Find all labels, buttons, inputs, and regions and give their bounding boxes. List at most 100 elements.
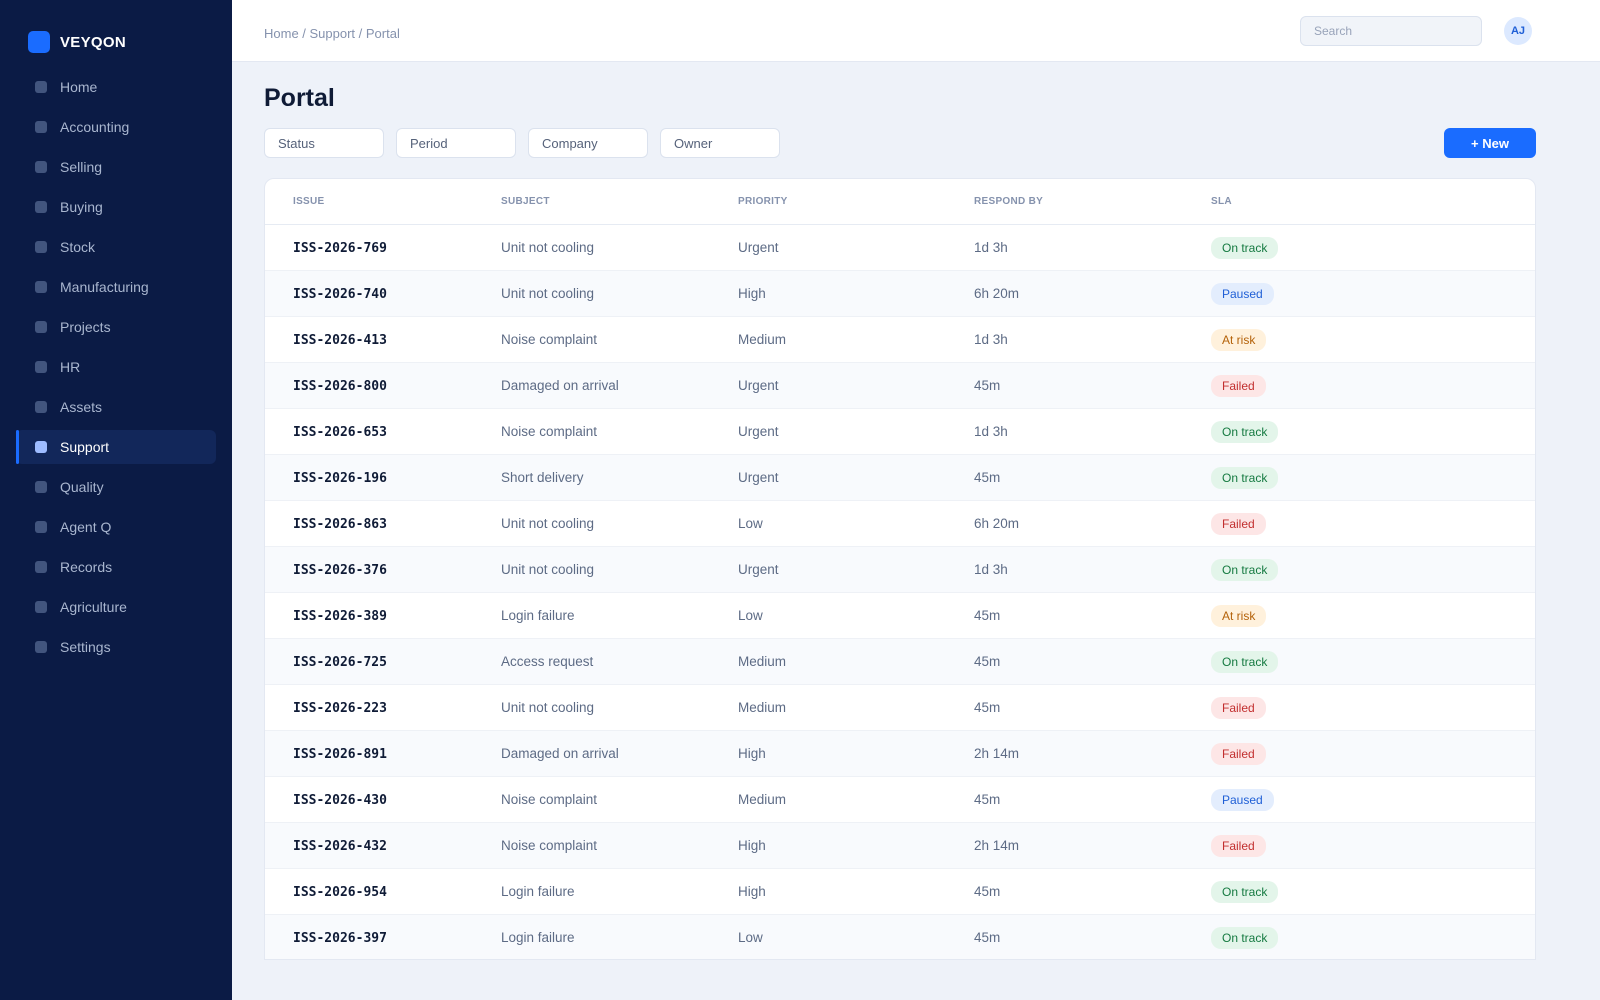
- sidebar-item-manufacturing[interactable]: Manufacturing: [16, 270, 216, 304]
- issue-id[interactable]: ISS-2026-413: [293, 332, 387, 348]
- table-row[interactable]: ISS-2026-397 Login failure Low 45m On track: [265, 915, 1535, 959]
- sidebar-item-label: Records: [60, 559, 113, 575]
- issue-id[interactable]: ISS-2026-196: [293, 470, 387, 486]
- brand[interactable]: VEYQON: [28, 31, 126, 53]
- table-row[interactable]: ISS-2026-223 Unit not cooling Medium 45m Fai…: [265, 685, 1535, 731]
- sidebar-item-selling[interactable]: Selling: [16, 150, 216, 184]
- issue-id[interactable]: ISS-2026-223: [293, 700, 387, 716]
- table-row[interactable]: ISS-2026-389 Login failure Low 45m At risk: [265, 593, 1535, 639]
- nav-bullet-icon: [35, 441, 47, 453]
- sidebar: VEYQON Home Accounting Selling Buying Stock M…: [0, 0, 232, 1000]
- filter-company[interactable]: Company: [528, 128, 648, 158]
- issue-id[interactable]: ISS-2026-863: [293, 516, 387, 532]
- status-badge: Failed: [1211, 512, 1266, 535]
- nav-bullet-icon: [35, 481, 47, 493]
- respond-by-cell: 6h 20m: [974, 286, 1020, 301]
- status-badge: On track: [1211, 926, 1279, 949]
- respond-by-cell: 45m: [974, 792, 1001, 807]
- table-row[interactable]: ISS-2026-740 Unit not cooling High 6h 20m Pa…: [265, 271, 1535, 317]
- sidebar-item-label: Accounting: [60, 119, 130, 135]
- status-badge: Failed: [1211, 374, 1266, 397]
- subject-cell: Login failure: [501, 884, 575, 899]
- issue-id[interactable]: ISS-2026-954: [293, 884, 387, 900]
- table-row[interactable]: ISS-2026-432 Noise complaint High 2h 14m Fai…: [265, 823, 1535, 869]
- issue-id[interactable]: ISS-2026-769: [293, 240, 387, 256]
- table-row[interactable]: ISS-2026-376 Unit not cooling Urgent 1d 3h O…: [265, 547, 1535, 593]
- issue-id[interactable]: ISS-2026-800: [293, 378, 387, 394]
- sla-cell: On track: [1211, 558, 1411, 581]
- issue-id[interactable]: ISS-2026-891: [293, 746, 387, 762]
- table-row[interactable]: ISS-2026-769 Unit not cooling Urgent 1d 3h O…: [265, 225, 1535, 271]
- issue-id[interactable]: ISS-2026-725: [293, 654, 387, 670]
- issue-cell: ISS-2026-432: [265, 837, 501, 855]
- avatar[interactable]: AJ: [1504, 17, 1532, 45]
- sidebar-item-stock[interactable]: Stock: [16, 230, 216, 264]
- priority-cell: High: [738, 884, 766, 899]
- sidebar-item-buying[interactable]: Buying: [16, 190, 216, 224]
- issue-id[interactable]: ISS-2026-389: [293, 608, 387, 624]
- table-row[interactable]: ISS-2026-725 Access request Medium 45m On tr…: [265, 639, 1535, 685]
- status-badge: Failed: [1211, 834, 1266, 857]
- subject-cell: Login failure: [501, 930, 575, 945]
- column-header-subject[interactable]: SUBJECT: [501, 196, 550, 207]
- table-header: ISSUE SUBJECT PRIORITY RESPOND BY SLA: [265, 179, 1535, 225]
- issue-id[interactable]: ISS-2026-376: [293, 562, 387, 578]
- sidebar-item-hr[interactable]: HR: [16, 350, 216, 384]
- new-button[interactable]: + New: [1444, 128, 1536, 158]
- sidebar-item-projects[interactable]: Projects: [16, 310, 216, 344]
- issue-id[interactable]: ISS-2026-430: [293, 792, 387, 808]
- table-row[interactable]: ISS-2026-430 Noise complaint Medium 45m Paus…: [265, 777, 1535, 823]
- column-header-sla[interactable]: SLA: [1211, 196, 1232, 207]
- issue-id[interactable]: ISS-2026-653: [293, 424, 387, 440]
- status-badge: On track: [1211, 236, 1279, 259]
- priority-cell: Medium: [738, 700, 787, 715]
- respond-by-cell: 45m: [974, 654, 1001, 669]
- table-row[interactable]: ISS-2026-800 Damaged on arrival Urgent 45m F…: [265, 363, 1535, 409]
- sidebar-item-home[interactable]: Home: [16, 70, 216, 104]
- breadcrumb: Home / Support / Portal: [264, 26, 400, 41]
- page-title: Portal: [264, 84, 335, 112]
- nav-bullet-icon: [35, 641, 47, 653]
- table-row[interactable]: ISS-2026-413 Noise complaint Medium 1d 3h At…: [265, 317, 1535, 363]
- issue-cell: ISS-2026-954: [265, 883, 501, 901]
- sidebar-item-assets[interactable]: Assets: [16, 390, 216, 424]
- sla-cell: Paused: [1211, 788, 1411, 811]
- column-header-respond-by[interactable]: RESPOND BY: [974, 196, 1044, 207]
- column-header-issue[interactable]: ISSUE: [293, 196, 325, 207]
- issue-id[interactable]: ISS-2026-397: [293, 930, 387, 946]
- issue-id[interactable]: ISS-2026-432: [293, 838, 387, 854]
- table-row[interactable]: ISS-2026-653 Noise complaint Urgent 1d 3h On…: [265, 409, 1535, 455]
- sidebar-item-quality[interactable]: Quality: [16, 470, 216, 504]
- sla-cell: On track: [1211, 236, 1411, 259]
- issue-cell: ISS-2026-725: [265, 653, 501, 671]
- subject-cell: Access request: [501, 654, 594, 669]
- column-header-priority[interactable]: PRIORITY: [738, 196, 788, 207]
- sla-cell: Failed: [1211, 696, 1411, 719]
- status-badge: On track: [1211, 650, 1279, 673]
- respond-by-cell: 45m: [974, 884, 1001, 899]
- nav-bullet-icon: [35, 401, 47, 413]
- table-row[interactable]: ISS-2026-863 Unit not cooling Low 6h 20m Fai…: [265, 501, 1535, 547]
- priority-cell: Medium: [738, 332, 787, 347]
- table-row[interactable]: ISS-2026-954 Login failure High 45m On track: [265, 869, 1535, 915]
- sidebar-item-support[interactable]: Support: [16, 430, 216, 464]
- search-input[interactable]: [1300, 16, 1482, 46]
- subject-cell: Login failure: [501, 608, 575, 623]
- sidebar-item-settings[interactable]: Settings: [16, 630, 216, 664]
- sidebar-item-records[interactable]: Records: [16, 550, 216, 584]
- sidebar-item-agriculture[interactable]: Agriculture: [16, 590, 216, 624]
- priority-cell: Urgent: [738, 240, 779, 255]
- issue-id[interactable]: ISS-2026-740: [293, 286, 387, 302]
- filter-status[interactable]: Status: [264, 128, 384, 158]
- table-row[interactable]: ISS-2026-891 Damaged on arrival High 2h 14m…: [265, 731, 1535, 777]
- sidebar-item-agent-q[interactable]: Agent Q: [16, 510, 216, 544]
- status-badge: Paused: [1211, 788, 1274, 811]
- filter-period[interactable]: Period: [396, 128, 516, 158]
- issue-cell: ISS-2026-653: [265, 423, 501, 441]
- table-row[interactable]: ISS-2026-196 Short delivery Urgent 45m On tr…: [265, 455, 1535, 501]
- issues-table: ISSUE SUBJECT PRIORITY RESPOND BY SLA ISS-20…: [264, 178, 1536, 960]
- priority-cell: Low: [738, 516, 763, 531]
- issue-cell: ISS-2026-389: [265, 607, 501, 625]
- sidebar-item-accounting[interactable]: Accounting: [16, 110, 216, 144]
- filter-owner[interactable]: Owner: [660, 128, 780, 158]
